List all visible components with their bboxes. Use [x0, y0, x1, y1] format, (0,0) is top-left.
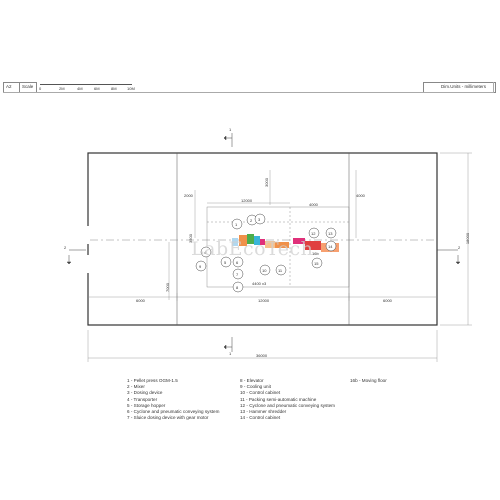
- dim-top-inner-b: 4000: [356, 193, 365, 198]
- legend-item: 11 - Packing semi-automatic machine: [240, 396, 317, 402]
- legend-item: 4 - Transporter: [127, 396, 158, 402]
- dimension-lines: [87, 152, 472, 362]
- header-rule-right: [493, 82, 494, 92]
- dim-bottom-left: 6000: [136, 298, 145, 303]
- scale-tick: 4M: [77, 86, 83, 91]
- legend-item: 7 - Sluice dosing device with gear motor: [127, 415, 209, 421]
- scale-tick: 10M: [127, 86, 135, 91]
- legend-item: 14 - Control cabinet: [240, 415, 281, 421]
- equipment-marker: 12: [311, 231, 316, 236]
- legend-item: 9 - Cooling unit: [240, 384, 271, 390]
- dim-small-a: 3000: [263, 178, 269, 187]
- equipment-marker: 1: [235, 222, 238, 227]
- equipment-marker: 3: [258, 217, 261, 222]
- equipment-circles: [195, 213, 337, 293]
- equipment-marker: 10: [262, 268, 267, 273]
- section-marker-bottom: [223, 337, 233, 352]
- legend-item: 10 - Control cabinet: [240, 390, 281, 396]
- scale-tick: 0: [39, 86, 42, 91]
- dim-top-inner-a: 2000: [184, 193, 193, 198]
- units-label: Dim.Units - millimeters: [441, 83, 486, 89]
- section-marker-left: [66, 249, 86, 265]
- equipment-marker: 6: [236, 260, 239, 265]
- dim-bottom-overall: 36000: [256, 353, 268, 358]
- section-label-left: 2: [64, 245, 67, 250]
- equipment-marker: 9: [199, 264, 202, 269]
- scale-tick: 8M: [111, 86, 117, 91]
- legend-item: 5 - Storage hopper: [127, 402, 166, 408]
- section-label-top: 1: [229, 127, 232, 132]
- equipment-marker: 11: [278, 268, 283, 273]
- equipment-marker: 5: [224, 260, 227, 265]
- dim-top-span: 12000: [241, 198, 253, 203]
- dim-right-overall: 18000: [465, 232, 471, 245]
- legend-col-1: 1 - Pellet press OGM-1.5 2 - Mixer 3 - D…: [127, 378, 219, 421]
- header-rule: [3, 92, 494, 93]
- legend-col-3: 16b - Moving floor: [350, 378, 387, 384]
- legend-item: 16b - Moving floor: [350, 378, 387, 383]
- dim-left-overall: 7000: [164, 283, 170, 292]
- dim-under-equipment: 4400 x3: [252, 281, 267, 286]
- equipment-marker: 14: [328, 244, 333, 249]
- scale-tick: 2M: [59, 86, 65, 91]
- equipment-marker: 8: [236, 285, 239, 290]
- dim-bottom-mid: 12000: [258, 298, 270, 303]
- watermark-logo: LabEcoTech: [191, 238, 314, 260]
- sheet-label: A2: [6, 83, 12, 89]
- equipment-marker: 4: [204, 250, 207, 255]
- section-label-right: 2: [458, 245, 461, 250]
- scale-tick: 6M: [94, 86, 100, 91]
- equipment-marker: 7: [236, 272, 239, 277]
- equipment-marker: 13: [328, 231, 333, 236]
- dim-small-b: 4000: [309, 202, 318, 207]
- legend-item: 13 - Hammer shredder: [240, 409, 287, 415]
- legend-item: 3 - Dosing device: [127, 390, 163, 396]
- section-label-bottom: 1: [229, 351, 232, 356]
- section-marker-right: [437, 249, 461, 265]
- section-marker-top: [223, 133, 233, 147]
- legend-item: 8 - Elevator: [240, 378, 264, 383]
- dim-bottom-right: 6000: [383, 298, 392, 303]
- legend-item: 2 - Mixer: [127, 384, 145, 390]
- legend-item: 6 - Cyclone and pneumatic conveying syst…: [127, 409, 220, 415]
- legend-item: 1 - Pellet press OGM-1.5: [127, 378, 178, 383]
- left-wall-openings: [86, 226, 91, 273]
- legend-item: 12 - Cyclone and pneumatic conveying sys…: [240, 402, 335, 408]
- scale-bar: [40, 84, 132, 88]
- legend-col-2: 8 - Elevator 9 - Cooling unit 10 - Contr…: [240, 378, 335, 421]
- equipment-marker: 15: [314, 261, 319, 266]
- equipment-marker: 16b: [312, 251, 319, 256]
- equipment-marker: 2: [250, 218, 253, 223]
- scale-label: Scale: [22, 83, 34, 89]
